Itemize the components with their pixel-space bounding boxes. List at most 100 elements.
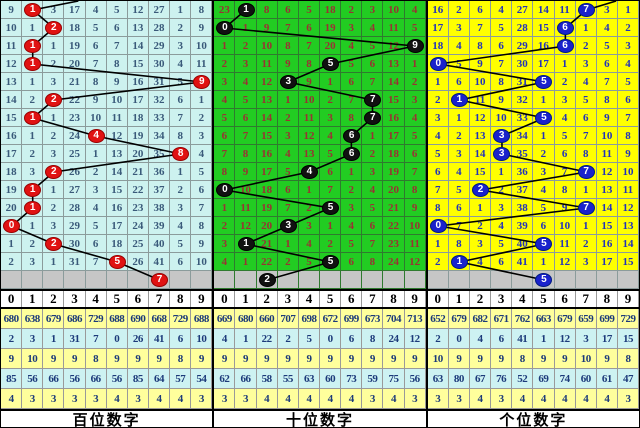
trend-cell: 9 xyxy=(618,145,639,162)
stats-rows: 680 638 679 686 729 688 690 668 729 688 2 3 1 31 7 0 26 4… xyxy=(1,309,213,409)
stat-row: 652 679 682 671 762 663 679 659 699 729 xyxy=(427,309,639,329)
trend-cell: 4 xyxy=(597,19,618,36)
stat-cell: 2 xyxy=(1,329,23,348)
trend-cell: 15 xyxy=(597,217,618,234)
digit-header-cell: 6 xyxy=(555,291,576,307)
trend-cell: 31 xyxy=(149,73,171,90)
trend-cell: 1 xyxy=(320,217,342,234)
trend-row: 3 1 12 10 33 4 6 9 7 xyxy=(427,109,639,127)
trend-cell: 3 xyxy=(320,109,342,126)
trend-cell: 2 xyxy=(449,1,470,18)
stat-cell: 60 xyxy=(320,369,342,388)
trend-cell: 13 xyxy=(1,73,23,90)
trend-cell: 1 xyxy=(428,73,449,90)
trend-cell: 7 xyxy=(107,37,128,54)
trend-cell: 1 xyxy=(428,235,449,252)
trend-cell: 6 xyxy=(320,163,342,180)
trend-cell: 20 xyxy=(128,145,149,162)
trend-row: 7 2 4 39 6 10 1 15 13 xyxy=(427,217,639,235)
stat-cell: 9 xyxy=(597,349,618,368)
stat-cell: 3 xyxy=(22,329,44,348)
trend-cell: 1 xyxy=(449,109,470,126)
stat-cell: 6 xyxy=(341,329,363,348)
stat-cell: 699 xyxy=(341,309,363,328)
stat-cell: 56 xyxy=(22,369,44,388)
trend-cell: 37 xyxy=(149,181,171,198)
trend-cell: 4 xyxy=(428,127,449,144)
trend-cell: 4 xyxy=(491,217,513,234)
stat-cell: 54 xyxy=(191,369,213,388)
trend-cell: 24 xyxy=(64,127,86,144)
trend-cell: 25 xyxy=(64,145,86,162)
trend-cell xyxy=(107,253,128,270)
trend-cell: 7 xyxy=(320,181,342,198)
stat-cell: 1 xyxy=(43,329,65,348)
trend-cell: 18 xyxy=(128,109,149,126)
trend-cell: 19 xyxy=(383,163,405,180)
stat-cell: 3 xyxy=(64,389,86,408)
digit-header-cell: 2 xyxy=(257,291,278,307)
trend-cell: 10 xyxy=(470,73,492,90)
panel-footer-label: 十位数字 xyxy=(214,409,426,427)
trend-cell: 2 xyxy=(362,145,384,162)
stat-cell: 8 xyxy=(170,349,192,368)
trend-cell: 1 xyxy=(533,91,555,108)
stat-cell: 704 xyxy=(383,309,405,328)
stat-cell: 672 xyxy=(320,309,342,328)
trend-cell: 3 xyxy=(362,163,384,180)
trend-row: 18 4 8 6 29 16 2 5 3 xyxy=(427,37,639,55)
trend-cell: 5 xyxy=(597,37,618,54)
trend-cell: 3 xyxy=(470,235,492,252)
trend-row: 1 9 7 6 19 3 4 11 5 xyxy=(214,19,426,37)
trend-cell: 18 xyxy=(428,37,449,54)
trend-cell: 40 xyxy=(149,235,171,252)
stat-cell: 4 xyxy=(597,389,618,408)
trend-cell: 2 xyxy=(470,217,492,234)
trend-cell: 4 xyxy=(170,217,192,234)
trend-cell: 7 xyxy=(491,55,513,72)
trend-cell: 23 xyxy=(128,199,149,216)
trend-cell: 1 xyxy=(278,235,299,252)
trend-cell: 17 xyxy=(597,253,618,270)
stat-cell: 3 xyxy=(618,389,639,408)
trend-cell: 3 xyxy=(43,217,65,234)
trend-cell: 22 xyxy=(257,253,278,270)
trend-cell xyxy=(320,55,342,72)
trend-cell: 12 xyxy=(555,253,576,270)
stat-cell: 3 xyxy=(128,389,149,408)
trend-cell xyxy=(320,271,342,288)
stat-cell: 8 xyxy=(362,329,384,348)
trend-cell: 2 xyxy=(320,91,342,108)
stat-cell: 4 xyxy=(533,389,555,408)
trend-cell: 4 xyxy=(405,109,426,126)
stat-row: 4 1 22 2 5 0 6 8 24 12 xyxy=(214,329,426,349)
trend-cell: 4 xyxy=(341,37,363,54)
trend-row: 1 2 30 6 18 25 40 5 9 xyxy=(1,235,213,253)
trend-cell: 8 xyxy=(86,73,107,90)
stat-cell: 66 xyxy=(86,369,107,388)
stat-cell: 69 xyxy=(533,369,555,388)
trend-row: 23 8 6 5 18 2 3 10 4 xyxy=(214,1,426,19)
panel-units-digit: 16 2 6 4 27 14 11 3 1 17 3 7 5 28 15 1 4 2 18 4 8 6 29 16 2 5 3 5 9 7… xyxy=(425,1,639,427)
trend-cell: 5 xyxy=(320,145,342,162)
trend-cell: 6 xyxy=(555,145,576,162)
trend-cell: 12 xyxy=(257,73,278,90)
trend-cell: 31 xyxy=(512,73,534,90)
trend-cell: 5 xyxy=(491,235,513,252)
stat-cell: 3 xyxy=(491,389,513,408)
trend-row: 5 9 7 30 17 1 3 6 4 xyxy=(427,55,639,73)
trend-cell: 17 xyxy=(64,1,86,18)
trend-cell xyxy=(362,271,384,288)
trend-cell: 7 xyxy=(214,145,236,162)
trend-cell: 4 xyxy=(533,181,555,198)
trend-cell: 14 xyxy=(1,91,23,108)
stat-cell: 652 xyxy=(428,309,449,328)
digit-header-cell: 1 xyxy=(449,291,470,307)
stat-cell: 9 xyxy=(491,349,513,368)
trend-cell: 6 xyxy=(491,37,513,54)
stat-cell: 686 xyxy=(64,309,86,328)
trend-cell: 23 xyxy=(383,235,405,252)
trend-cell: 4 xyxy=(491,1,513,18)
